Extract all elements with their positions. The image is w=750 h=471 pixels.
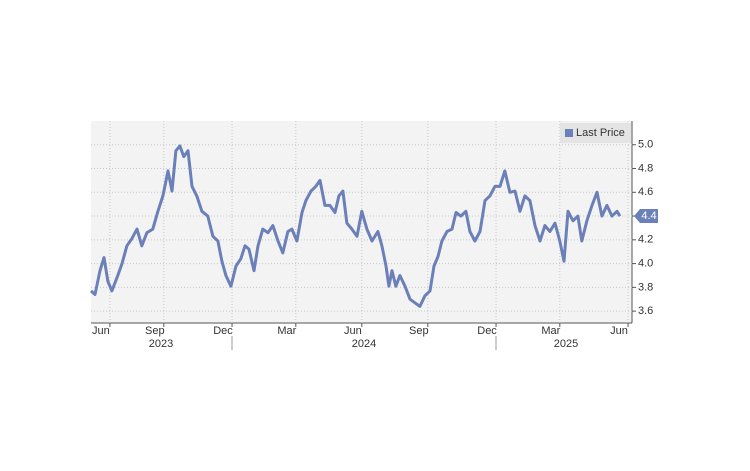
legend-label: Last Price bbox=[576, 127, 625, 139]
last-value-box bbox=[634, 209, 658, 224]
x-tick-label: Dec bbox=[477, 325, 497, 337]
y-tick-label: 3.8 bbox=[638, 281, 653, 293]
legend-box bbox=[560, 123, 631, 143]
year-label: 2024 bbox=[352, 338, 376, 350]
legend-swatch bbox=[565, 129, 573, 137]
x-tick-label: Mar bbox=[541, 325, 560, 337]
y-tick-label: 5.0 bbox=[638, 139, 653, 151]
x-tick-label: Dec bbox=[213, 325, 233, 337]
x-tick-label: Sep bbox=[145, 325, 165, 337]
price-line bbox=[89, 144, 622, 308]
x-tick-label: Mar bbox=[277, 325, 296, 337]
y-tick-label: 4.6 bbox=[638, 186, 653, 198]
x-tick-label: Jun bbox=[92, 325, 110, 337]
y-tick-label: 4.8 bbox=[638, 162, 653, 174]
x-tick-label: Jun bbox=[610, 325, 628, 337]
y-tick-label: 4.2 bbox=[638, 234, 653, 246]
year-label: 2023 bbox=[149, 338, 173, 350]
y-tick-label: 3.6 bbox=[638, 305, 653, 317]
y-tick-label: 4.0 bbox=[638, 257, 653, 269]
x-tick-label: Sep bbox=[409, 325, 429, 337]
x-tick-label: Jun bbox=[344, 325, 362, 337]
year-label: 2025 bbox=[554, 338, 578, 350]
last-value-label: 4.4 bbox=[641, 210, 656, 222]
